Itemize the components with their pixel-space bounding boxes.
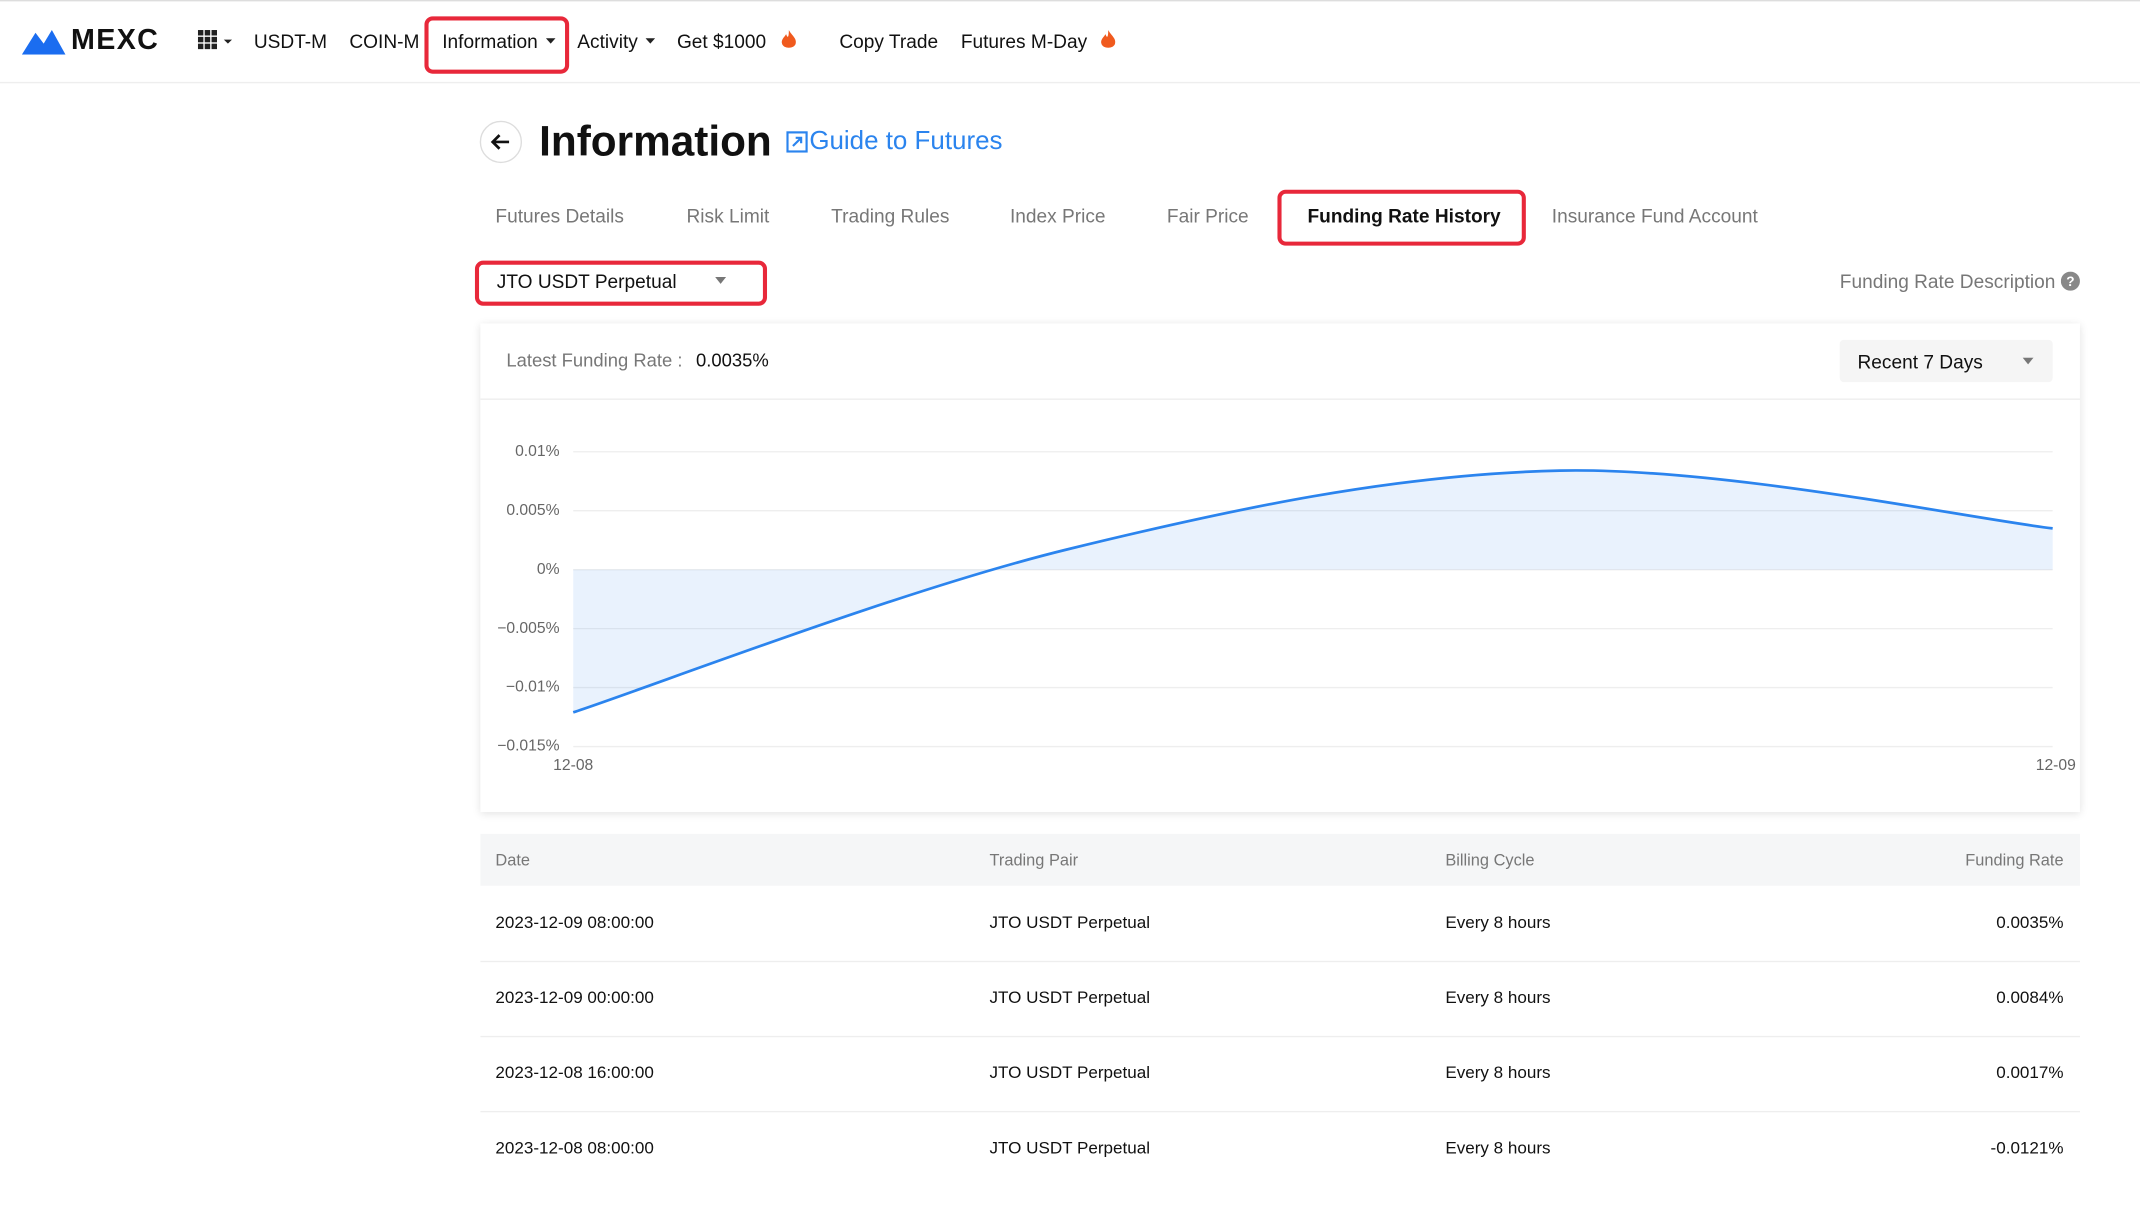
- guide-icon: [786, 131, 808, 153]
- nav-item[interactable]: Information: [442, 30, 538, 52]
- pair-selector[interactable]: JTO USDT Perpetual: [496, 270, 677, 293]
- y-tick-label: −0.01%: [506, 679, 560, 696]
- latest-label: Latest Funding Rate :: [506, 350, 683, 371]
- help-icon[interactable]: ?: [2060, 271, 2080, 291]
- back-button[interactable]: [479, 120, 523, 164]
- nav-item[interactable]: Futures M-Day: [960, 30, 1088, 52]
- tab[interactable]: Futures Details: [495, 204, 624, 227]
- tab[interactable]: Insurance Fund Account: [1551, 204, 1758, 227]
- y-tick-label: −0.005%: [497, 620, 559, 637]
- highlight-box: [1277, 189, 1526, 246]
- table-cell: 0.0017%: [1996, 1063, 2064, 1083]
- nav-item[interactable]: Activity: [577, 30, 638, 52]
- flame-icon: [781, 30, 796, 48]
- nav-item[interactable]: USDT-M: [253, 30, 328, 52]
- top-border: [0, 0, 2140, 2]
- y-tick-label: 0%: [537, 561, 560, 578]
- description-link[interactable]: Funding Rate Description: [1839, 270, 2056, 293]
- tab[interactable]: Trading Rules: [831, 204, 950, 227]
- table-cell: Every 8 hours: [1445, 988, 1551, 1008]
- logo-icon: [21, 30, 66, 55]
- y-tick-label: −0.015%: [497, 738, 559, 755]
- tab[interactable]: Risk Limit: [686, 204, 770, 227]
- table-cell: JTO USDT Perpetual: [989, 1138, 1151, 1158]
- range-label[interactable]: Recent 7 Days: [1857, 350, 1983, 373]
- card-divider: [480, 398, 2080, 400]
- table-cell: 2023-12-08 16:00:00: [495, 1063, 654, 1083]
- table-cell: 0.0084%: [1996, 988, 2064, 1008]
- table-header: [480, 833, 2080, 886]
- row-divider: [480, 1110, 2080, 1113]
- caret: [545, 38, 556, 44]
- table-cell: 2023-12-08 08:00:00: [495, 1138, 654, 1158]
- row-divider: [480, 1035, 2080, 1038]
- row-divider: [480, 960, 2080, 963]
- nav-item[interactable]: COIN-M: [349, 30, 420, 52]
- x-tick-label: 12-08: [553, 757, 593, 774]
- highlight-box: [424, 16, 570, 74]
- column-header: Date: [495, 850, 531, 870]
- table-cell: 0.0035%: [1996, 913, 2064, 933]
- table-cell: JTO USDT Perpetual: [989, 988, 1151, 1008]
- table-cell: Every 8 hours: [1445, 913, 1551, 933]
- tab-active[interactable]: Funding Rate History: [1307, 204, 1501, 227]
- table-cell: 2023-12-09 00:00:00: [495, 988, 654, 1008]
- latest-value: 0.0035%: [696, 350, 769, 371]
- nav-border: [0, 81, 2140, 84]
- table-cell: 2023-12-09 08:00:00: [495, 913, 654, 933]
- page-title: Information: [539, 117, 772, 166]
- svg-text:?: ?: [2066, 274, 2074, 289]
- table-cell: Every 8 hours: [1445, 1063, 1551, 1083]
- highlight-box: [474, 260, 768, 306]
- column-header: Billing Cycle: [1445, 850, 1535, 870]
- caret: [715, 277, 727, 284]
- logo[interactable]: MEXC: [70, 24, 160, 56]
- table-cell: -0.0121%: [1990, 1138, 2064, 1158]
- area: [573, 470, 2053, 713]
- nav-item[interactable]: Get $1000: [676, 30, 767, 52]
- nav-item[interactable]: Copy Trade: [839, 30, 939, 52]
- y-tick-label: 0.01%: [515, 443, 560, 460]
- table-cell: JTO USDT Perpetual: [989, 1063, 1151, 1083]
- caret: [2022, 357, 2034, 365]
- table-cell: JTO USDT Perpetual: [989, 913, 1151, 933]
- apps-icon[interactable]: [197, 30, 233, 52]
- column-header: Trading Pair: [989, 850, 1079, 870]
- chart-card: [480, 323, 2080, 813]
- table-cell: Every 8 hours: [1445, 1138, 1551, 1158]
- guide-link[interactable]: Guide to Futures: [809, 126, 1003, 156]
- tab[interactable]: Fair Price: [1166, 204, 1249, 227]
- column-header: Funding Rate: [1965, 850, 2064, 870]
- line: [572, 469, 2053, 714]
- tab[interactable]: Index Price: [1009, 204, 1106, 227]
- y-tick-label: 0.005%: [506, 502, 559, 519]
- caret: [645, 38, 656, 44]
- x-tick-label: 12-09: [2036, 757, 2076, 774]
- flame-icon: [1101, 30, 1116, 48]
- range-dropdown[interactable]: [1839, 339, 2053, 383]
